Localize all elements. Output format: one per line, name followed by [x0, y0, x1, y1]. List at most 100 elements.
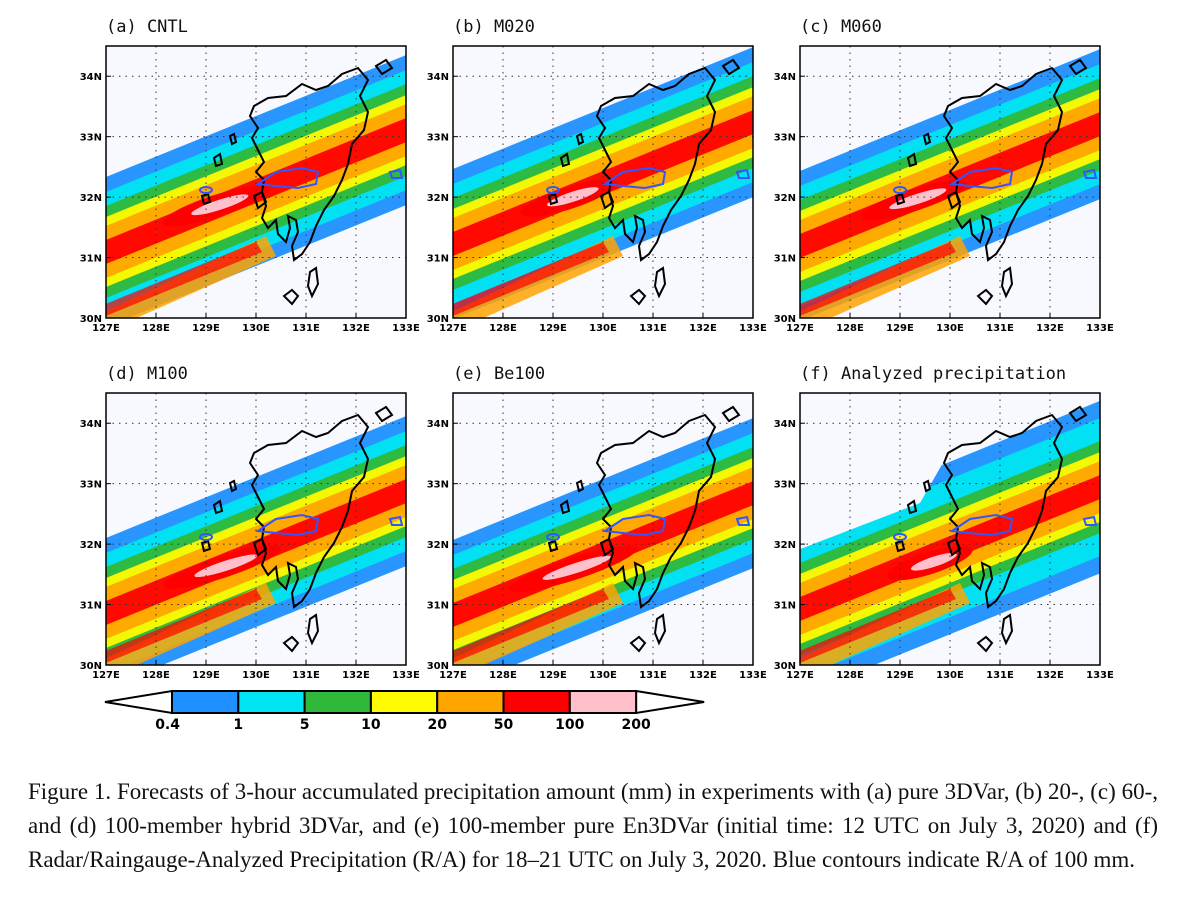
lon-tick-label: 131E [639, 670, 667, 681]
colorbar-swatch [436, 690, 505, 714]
lon-tick-label: 130E [589, 323, 617, 334]
lat-tick-label: 31N [427, 601, 449, 612]
ra-100mm-contour [388, 515, 404, 526]
island-outline [575, 132, 585, 146]
island-outline [906, 499, 918, 515]
island-outline [306, 613, 320, 646]
lat-tick-label: 30N [774, 661, 796, 672]
island-outline [894, 539, 906, 553]
map-panel: (e) Be100 127E 128E 129E 130E 131E 132E 133E 30N… [427, 364, 767, 681]
island-outline [200, 539, 212, 553]
lon-tick-label: 129E [192, 670, 220, 681]
lat-tick-label: 32N [80, 193, 102, 204]
colorbar-tick-label: 20 [427, 717, 447, 733]
lon-tick-label: 127E [439, 323, 467, 334]
map-panel: (c) M060 127E 128E 129E 130E 131E 132E 133E 30N 3… [774, 17, 1114, 334]
island-outline [629, 288, 647, 306]
colorbar-tick-label: 100 [555, 717, 584, 733]
lon-tick-label: 127E [786, 323, 814, 334]
island-outline [547, 539, 559, 553]
panel-title: (d) M100 [106, 364, 188, 384]
island-outline [1068, 58, 1088, 76]
colorbar-tick-label: 10 [361, 717, 381, 733]
lat-tick-label: 34N [427, 419, 449, 430]
lat-tick-label: 32N [80, 540, 102, 551]
ra-100mm-contour [199, 533, 213, 541]
island-outline [212, 152, 224, 168]
lat-tick-label: 30N [427, 661, 449, 672]
lon-tick-label: 131E [292, 323, 320, 334]
colorbar: 0.4 1 5 10 20 50 100 200 [104, 689, 705, 733]
colorbar-tick-label: 0.4 [155, 717, 180, 733]
lon-tick-label: 132E [342, 323, 370, 334]
lon-tick-label: 128E [489, 670, 517, 681]
island-outline [252, 537, 268, 557]
lon-tick-label: 128E [142, 323, 170, 334]
ra-100mm-contour [893, 533, 907, 541]
lon-tick-label: 130E [242, 323, 270, 334]
lat-tick-label: 32N [427, 193, 449, 204]
lat-tick-label: 31N [80, 601, 102, 612]
kyushu-coastline [595, 413, 717, 609]
island-outline [306, 266, 320, 299]
lon-tick-label: 133E [392, 323, 420, 334]
island-outline [1068, 405, 1088, 423]
lon-tick-label: 130E [936, 323, 964, 334]
island-outline [547, 192, 559, 206]
island-outline [976, 288, 994, 306]
ra-100mm-contour [949, 513, 1014, 537]
lat-tick-label: 34N [80, 72, 102, 83]
kyushu-coastline [942, 66, 1064, 262]
island-outline [282, 635, 300, 653]
island-outline [212, 499, 224, 515]
island-outline [946, 190, 962, 210]
island-outline [906, 152, 918, 168]
island-outline [282, 288, 300, 306]
island-outline [976, 635, 994, 653]
colorbar-left-arrow [104, 689, 173, 715]
precipitation-field [106, 55, 406, 318]
lat-tick-label: 30N [427, 314, 449, 325]
lon-tick-label: 127E [439, 670, 467, 681]
panel-title: (c) M060 [800, 17, 882, 37]
lat-tick-label: 32N [427, 540, 449, 551]
island-outline [629, 635, 647, 653]
lat-tick-label: 33N [774, 480, 796, 491]
lat-tick-label: 33N [427, 133, 449, 144]
lon-tick-label: 129E [192, 323, 220, 334]
colorbar-swatch [568, 690, 638, 714]
colorbar-tick-label: 5 [300, 717, 310, 733]
lat-tick-label: 30N [80, 314, 102, 325]
island-outline [228, 132, 238, 146]
colorbar-tick-label: 50 [494, 717, 514, 733]
colorbar-swatch [303, 690, 372, 714]
colorbar-right-arrow [635, 689, 705, 715]
ra-100mm-contour [893, 186, 907, 194]
island-outline [200, 192, 212, 206]
ra-100mm-contour [255, 513, 320, 537]
island-outline [559, 499, 571, 515]
kyushu-coastline [595, 66, 717, 262]
colorbar-tick-label: 200 [621, 717, 650, 733]
island-outline [894, 192, 906, 206]
lat-tick-label: 30N [80, 661, 102, 672]
figure-caption: Figure 1. Forecasts of 3-hour accumulate… [28, 779, 1158, 872]
lat-tick-label: 34N [774, 419, 796, 430]
lon-tick-label: 129E [886, 670, 914, 681]
lon-tick-label: 128E [142, 670, 170, 681]
island-outline [374, 405, 394, 423]
panel-title: (f) Analyzed precipitation [800, 364, 1066, 384]
lon-tick-label: 131E [986, 670, 1014, 681]
island-outline [721, 405, 741, 423]
lon-tick-label: 129E [539, 670, 567, 681]
lat-tick-label: 31N [774, 601, 796, 612]
lat-tick-label: 30N [774, 314, 796, 325]
island-outline [599, 190, 615, 210]
lon-tick-label: 131E [292, 670, 320, 681]
lon-tick-label: 133E [739, 670, 767, 681]
island-outline [599, 537, 615, 557]
island-outline [922, 479, 932, 493]
colorbar-swatch [171, 690, 240, 714]
lon-tick-label: 127E [786, 670, 814, 681]
